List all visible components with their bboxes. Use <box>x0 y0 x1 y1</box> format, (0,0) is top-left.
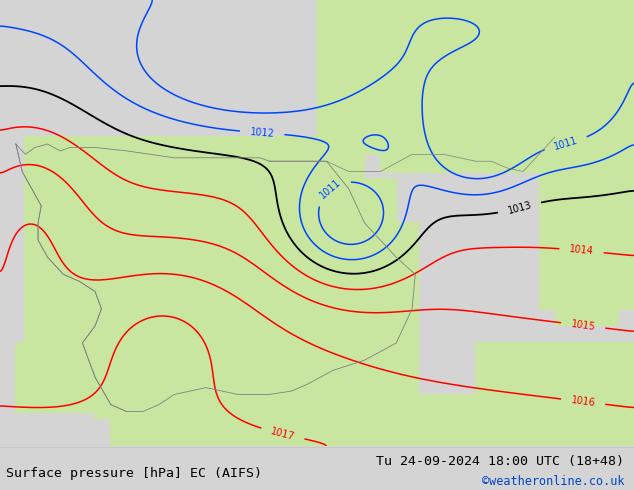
Text: 1016: 1016 <box>571 395 596 408</box>
Text: 1015: 1015 <box>571 319 596 332</box>
Text: 1012: 1012 <box>250 127 275 139</box>
Text: Surface pressure [hPa] EC (AIFS): Surface pressure [hPa] EC (AIFS) <box>6 467 262 480</box>
Text: ©weatheronline.co.uk: ©weatheronline.co.uk <box>482 474 624 488</box>
Text: Tu 24-09-2024 18:00 UTC (18+48): Tu 24-09-2024 18:00 UTC (18+48) <box>377 455 624 468</box>
Text: 1013: 1013 <box>507 200 533 216</box>
Text: 1014: 1014 <box>569 245 594 257</box>
Text: 1017: 1017 <box>269 426 296 442</box>
Text: 1011: 1011 <box>318 177 343 201</box>
Text: 1011: 1011 <box>552 135 579 151</box>
